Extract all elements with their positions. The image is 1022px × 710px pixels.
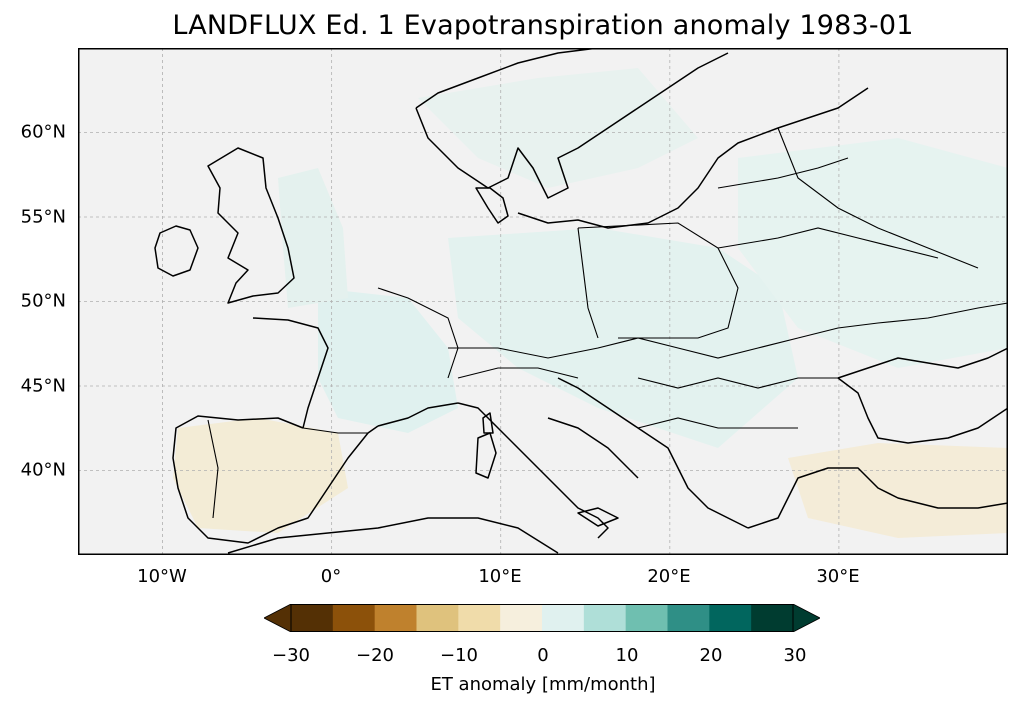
colorbar-tick-minus20: −20 — [356, 645, 394, 666]
colorbar-segment — [500, 604, 543, 632]
colorbar-outline — [290, 604, 794, 632]
anomaly-shading — [173, 68, 1008, 538]
coast-north-africa — [227, 517, 559, 554]
map-panel — [78, 48, 1008, 555]
lat-label-60n: 60°N — [20, 121, 66, 143]
coast-scandinavia — [415, 48, 729, 199]
border-alps — [457, 367, 579, 379]
anomaly-scandinavia — [418, 68, 698, 188]
lon-label-10w: 10°W — [137, 566, 187, 587]
lat-label-40n: 40°N — [20, 459, 66, 481]
border-eastern — [717, 227, 939, 259]
border-iberia — [207, 419, 219, 519]
anomaly-iberia — [173, 418, 348, 533]
border-russia — [777, 127, 979, 269]
coast-sicily — [577, 507, 619, 527]
coast-black-sea — [837, 347, 1008, 444]
colorbar-segment — [332, 604, 376, 632]
colorbar-label: ET anomaly [mm/month] — [430, 674, 656, 695]
lon-label-0: 0° — [320, 566, 342, 587]
coast-adriatic-balkans — [557, 377, 749, 529]
lon-label-10e: 10°E — [478, 566, 522, 587]
anomaly-turkey — [788, 443, 1008, 538]
coast-iberia — [172, 415, 379, 544]
colorbar-segment — [542, 604, 585, 632]
coastlines — [154, 48, 1008, 554]
colorbar-segment — [751, 604, 794, 632]
colorbar-segment — [416, 604, 459, 632]
coast-great-britain — [207, 147, 295, 304]
coast-italy — [457, 402, 639, 539]
border-germany-poland — [577, 227, 599, 339]
lon-label-30e: 30°E — [816, 566, 860, 587]
chart-title: LANDFLUX Ed. 1 Evapotranspiration anomal… — [172, 10, 914, 41]
border-balkans — [637, 377, 838, 389]
coast-baltic — [517, 87, 869, 229]
colorbar-segment — [374, 604, 417, 632]
border-central — [448, 337, 799, 359]
lat-label-50n: 50°N — [20, 290, 66, 312]
colorbar-tick-30: 30 — [783, 645, 807, 666]
coast-sardinia — [475, 432, 497, 479]
anomaly-west-europe — [318, 288, 458, 433]
coast-corsica — [482, 412, 494, 434]
colorbar-tick-10: 10 — [615, 645, 639, 666]
colorbar-tick-0: 0 — [537, 645, 549, 666]
border-france-germany — [377, 287, 459, 379]
colorbar-segment — [583, 604, 627, 632]
colorbar-tick-20: 20 — [699, 645, 723, 666]
anomaly-eastern-europe — [738, 138, 1008, 368]
colorbar-segment — [709, 604, 752, 632]
lat-label-45n: 45°N — [20, 375, 66, 397]
map-border — [78, 48, 1008, 555]
country-borders — [207, 127, 1008, 519]
colorbar-extend-max — [792, 604, 820, 632]
gridlines — [78, 48, 1008, 555]
colorbar-segment — [291, 604, 334, 632]
colorbar-tick-minus30: −30 — [272, 645, 310, 666]
border-ukraine — [797, 302, 1008, 339]
colorbar-segment — [667, 604, 710, 632]
colorbar-segment — [625, 604, 668, 632]
coast-france-med — [377, 402, 459, 427]
border-poland-east — [577, 222, 739, 339]
colorbar-extend-min — [264, 604, 292, 632]
colorbar-segment — [458, 604, 501, 632]
border-balkans-2 — [637, 417, 798, 429]
coast-denmark — [475, 187, 509, 224]
coast-greece-turkey — [747, 467, 1008, 529]
coast-france-atlantic — [252, 317, 329, 429]
colorbar-tick-minus10: −10 — [440, 645, 478, 666]
lat-label-55n: 55°N — [20, 206, 66, 228]
anomaly-britain — [278, 168, 348, 308]
coast-ireland — [154, 225, 199, 277]
border-baltics — [717, 157, 849, 189]
colorbar — [264, 604, 820, 632]
border-spain-france — [302, 427, 368, 434]
lon-label-20e: 20°E — [647, 566, 691, 587]
